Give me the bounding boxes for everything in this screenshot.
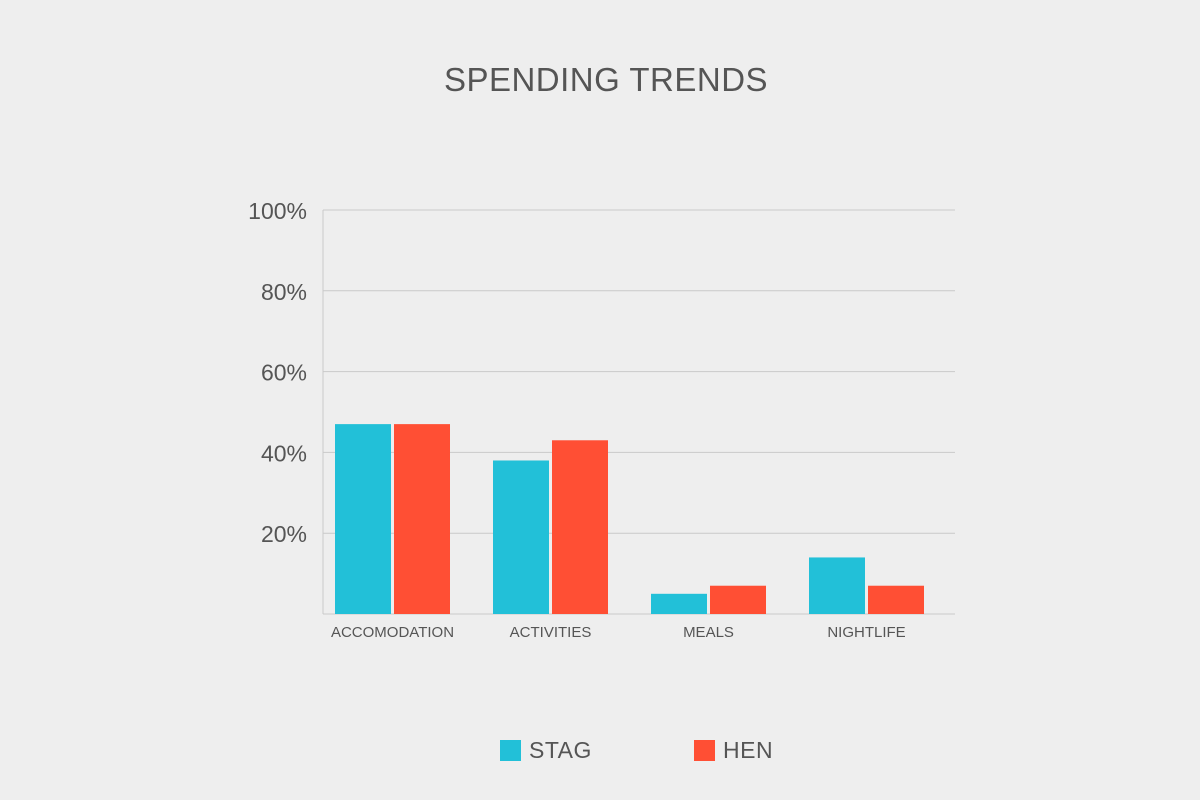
bar-hen-meals (710, 585, 766, 614)
legend-label-hen: HEN (723, 736, 774, 763)
bar-hen-activities (552, 440, 608, 614)
tick-labels: 20% 40% 60% 80% 100% ACCOMODATION ACTIVITIES ME… (248, 198, 906, 641)
y-tick-label: 20% (261, 521, 307, 547)
y-tick-label: 40% (261, 440, 307, 466)
bar-hen-nightlife (868, 585, 924, 614)
x-tick-label: NIGHTLIFE (827, 624, 905, 641)
legend-item-hen: HEN (694, 737, 773, 763)
legend: STAG HEN (0, 737, 1200, 767)
legend-swatch-hen (694, 739, 715, 761)
bar-stag-activities (493, 460, 549, 614)
x-tick-label: ACTIVITIES (510, 624, 592, 641)
bar-stag-meals (651, 593, 707, 614)
y-tick-label: 80% (261, 279, 307, 305)
bar-hen-accomodation (394, 424, 450, 614)
bar-stag-accomodation (335, 424, 391, 614)
x-tick-label: MEALS (683, 624, 734, 641)
legend-swatch-stag (500, 739, 521, 761)
x-tick-label: ACCOMODATION (331, 624, 454, 641)
bars (335, 424, 924, 614)
bar-stag-nightlife (809, 557, 865, 614)
chart-title: SPENDING TRENDS (443, 61, 769, 98)
legend-label-stag: STAG (529, 736, 592, 763)
y-tick-label: 100% (248, 198, 307, 224)
legend-item-stag: STAG (500, 737, 592, 763)
y-tick-label: 60% (261, 360, 307, 386)
